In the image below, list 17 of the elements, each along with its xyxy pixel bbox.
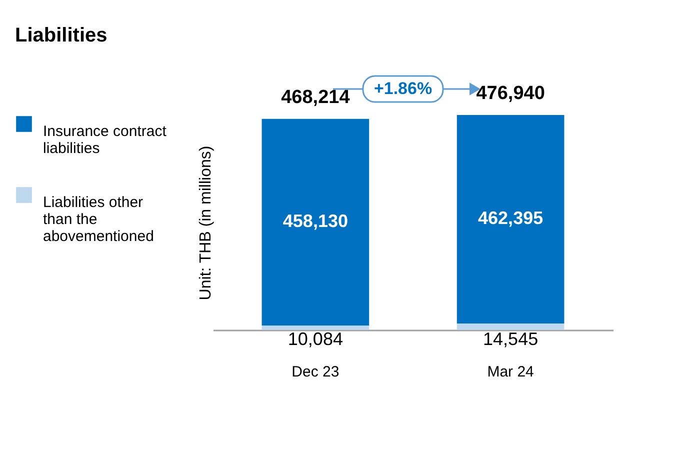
data-label: 458,130: [282, 211, 348, 232]
x-tick-label: Dec 23: [292, 364, 340, 380]
data-label: 10,084: [288, 329, 343, 349]
x-tick-label: Mar 24: [487, 364, 534, 380]
bar: [456, 115, 564, 324]
data-label: 14,545: [483, 329, 538, 349]
chart-title: Liabilities: [15, 24, 108, 46]
bar: [262, 325, 370, 330]
bar: [456, 323, 564, 330]
data-label: 462,395: [478, 208, 544, 228]
legend-label: Liabilities other than the abovementioned: [43, 194, 154, 245]
bar: [262, 118, 370, 326]
legend-label: Insurance contract liabilities: [43, 123, 168, 157]
text: +1.86%: [374, 79, 432, 98]
y-axis-title: Unit: THB (in millions): [198, 146, 214, 300]
total-label: 476,940: [476, 83, 545, 104]
total-label: 468,214: [281, 86, 350, 108]
